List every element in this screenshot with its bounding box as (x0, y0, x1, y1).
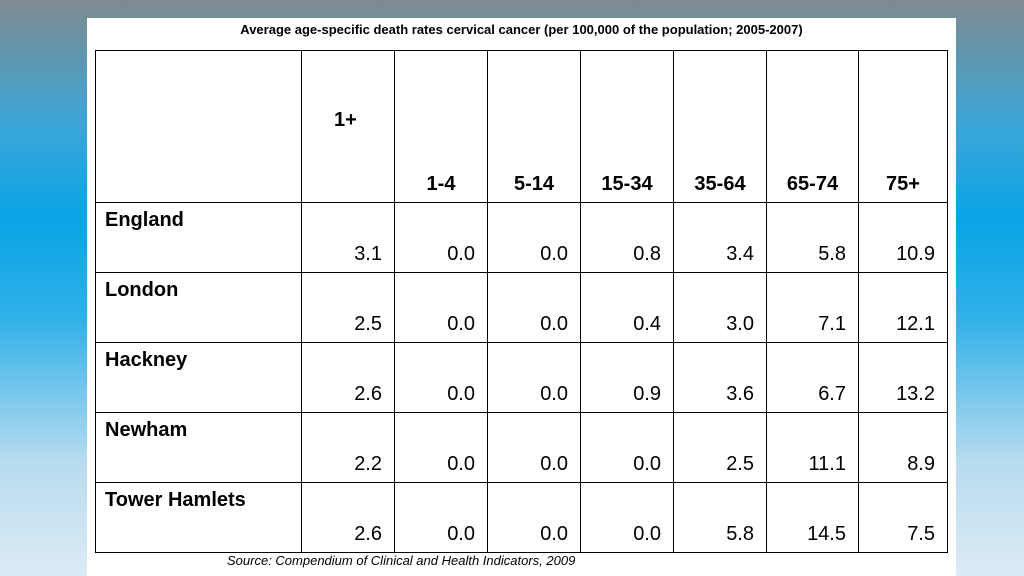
value-cell: 2.5 (673, 412, 767, 483)
source-note: Source: Compendium of Clinical and Healt… (227, 553, 576, 568)
value-cell: 2.5 (301, 272, 395, 343)
value-cell: 0.0 (487, 482, 581, 553)
table-row: Hackney 2.6 0.0 0.0 0.9 3.6 6.7 13.2 (95, 342, 948, 413)
column-header: 1-4 (394, 50, 488, 203)
value-cell: 0.0 (487, 202, 581, 273)
region-cell: England (95, 202, 302, 273)
value-cell: 2.6 (301, 482, 395, 553)
table-title: Average age-specific death rates cervica… (240, 22, 803, 37)
region-cell: Tower Hamlets (95, 482, 302, 553)
value-cell: 0.0 (487, 342, 581, 413)
value-cell: 0.4 (580, 272, 674, 343)
value-cell: 8.9 (858, 412, 948, 483)
value-cell: 0.8 (580, 202, 674, 273)
table-row: England 3.1 0.0 0.0 0.8 3.4 5.8 10.9 (95, 202, 948, 273)
column-header: 65-74 (766, 50, 859, 203)
region-cell: Hackney (95, 342, 302, 413)
value-cell: 10.9 (858, 202, 948, 273)
column-header: 35-64 (673, 50, 767, 203)
value-cell: 0.0 (487, 412, 581, 483)
column-header: 1+ (301, 50, 395, 203)
value-cell: 0.0 (580, 412, 674, 483)
region-cell: London (95, 272, 302, 343)
column-header: 15-34 (580, 50, 674, 203)
corner-cell (95, 50, 302, 203)
value-cell: 12.1 (858, 272, 948, 343)
value-cell: 0.0 (394, 202, 488, 273)
value-cell: 3.0 (673, 272, 767, 343)
table-row: Tower Hamlets 2.6 0.0 0.0 0.0 5.8 14.5 7… (95, 482, 948, 553)
value-cell: 0.0 (394, 272, 488, 343)
value-cell: 3.6 (673, 342, 767, 413)
slide: Average age-specific death rates cervica… (87, 18, 956, 576)
value-cell: 14.5 (766, 482, 859, 553)
value-cell: 11.1 (766, 412, 859, 483)
value-cell: 0.0 (487, 272, 581, 343)
table-row: London 2.5 0.0 0.0 0.4 3.0 7.1 12.1 (95, 272, 948, 343)
death-rates-table: 1+ 1-4 5-14 15-34 35-64 65-74 75+ Englan… (95, 50, 948, 553)
value-cell: 5.8 (766, 202, 859, 273)
table-row: Newham 2.2 0.0 0.0 0.0 2.5 11.1 8.9 (95, 412, 948, 483)
value-cell: 3.1 (301, 202, 395, 273)
column-header: 75+ (858, 50, 948, 203)
value-cell: 2.6 (301, 342, 395, 413)
value-cell: 0.0 (394, 412, 488, 483)
value-cell: 3.4 (673, 202, 767, 273)
value-cell: 7.5 (858, 482, 948, 553)
value-cell: 2.2 (301, 412, 395, 483)
region-cell: Newham (95, 412, 302, 483)
column-header: 5-14 (487, 50, 581, 203)
value-cell: 0.0 (394, 342, 488, 413)
header-row: 1+ 1-4 5-14 15-34 35-64 65-74 75+ (95, 50, 948, 203)
value-cell: 6.7 (766, 342, 859, 413)
value-cell: 13.2 (858, 342, 948, 413)
value-cell: 0.0 (394, 482, 488, 553)
value-cell: 0.9 (580, 342, 674, 413)
value-cell: 7.1 (766, 272, 859, 343)
value-cell: 0.0 (580, 482, 674, 553)
value-cell: 5.8 (673, 482, 767, 553)
